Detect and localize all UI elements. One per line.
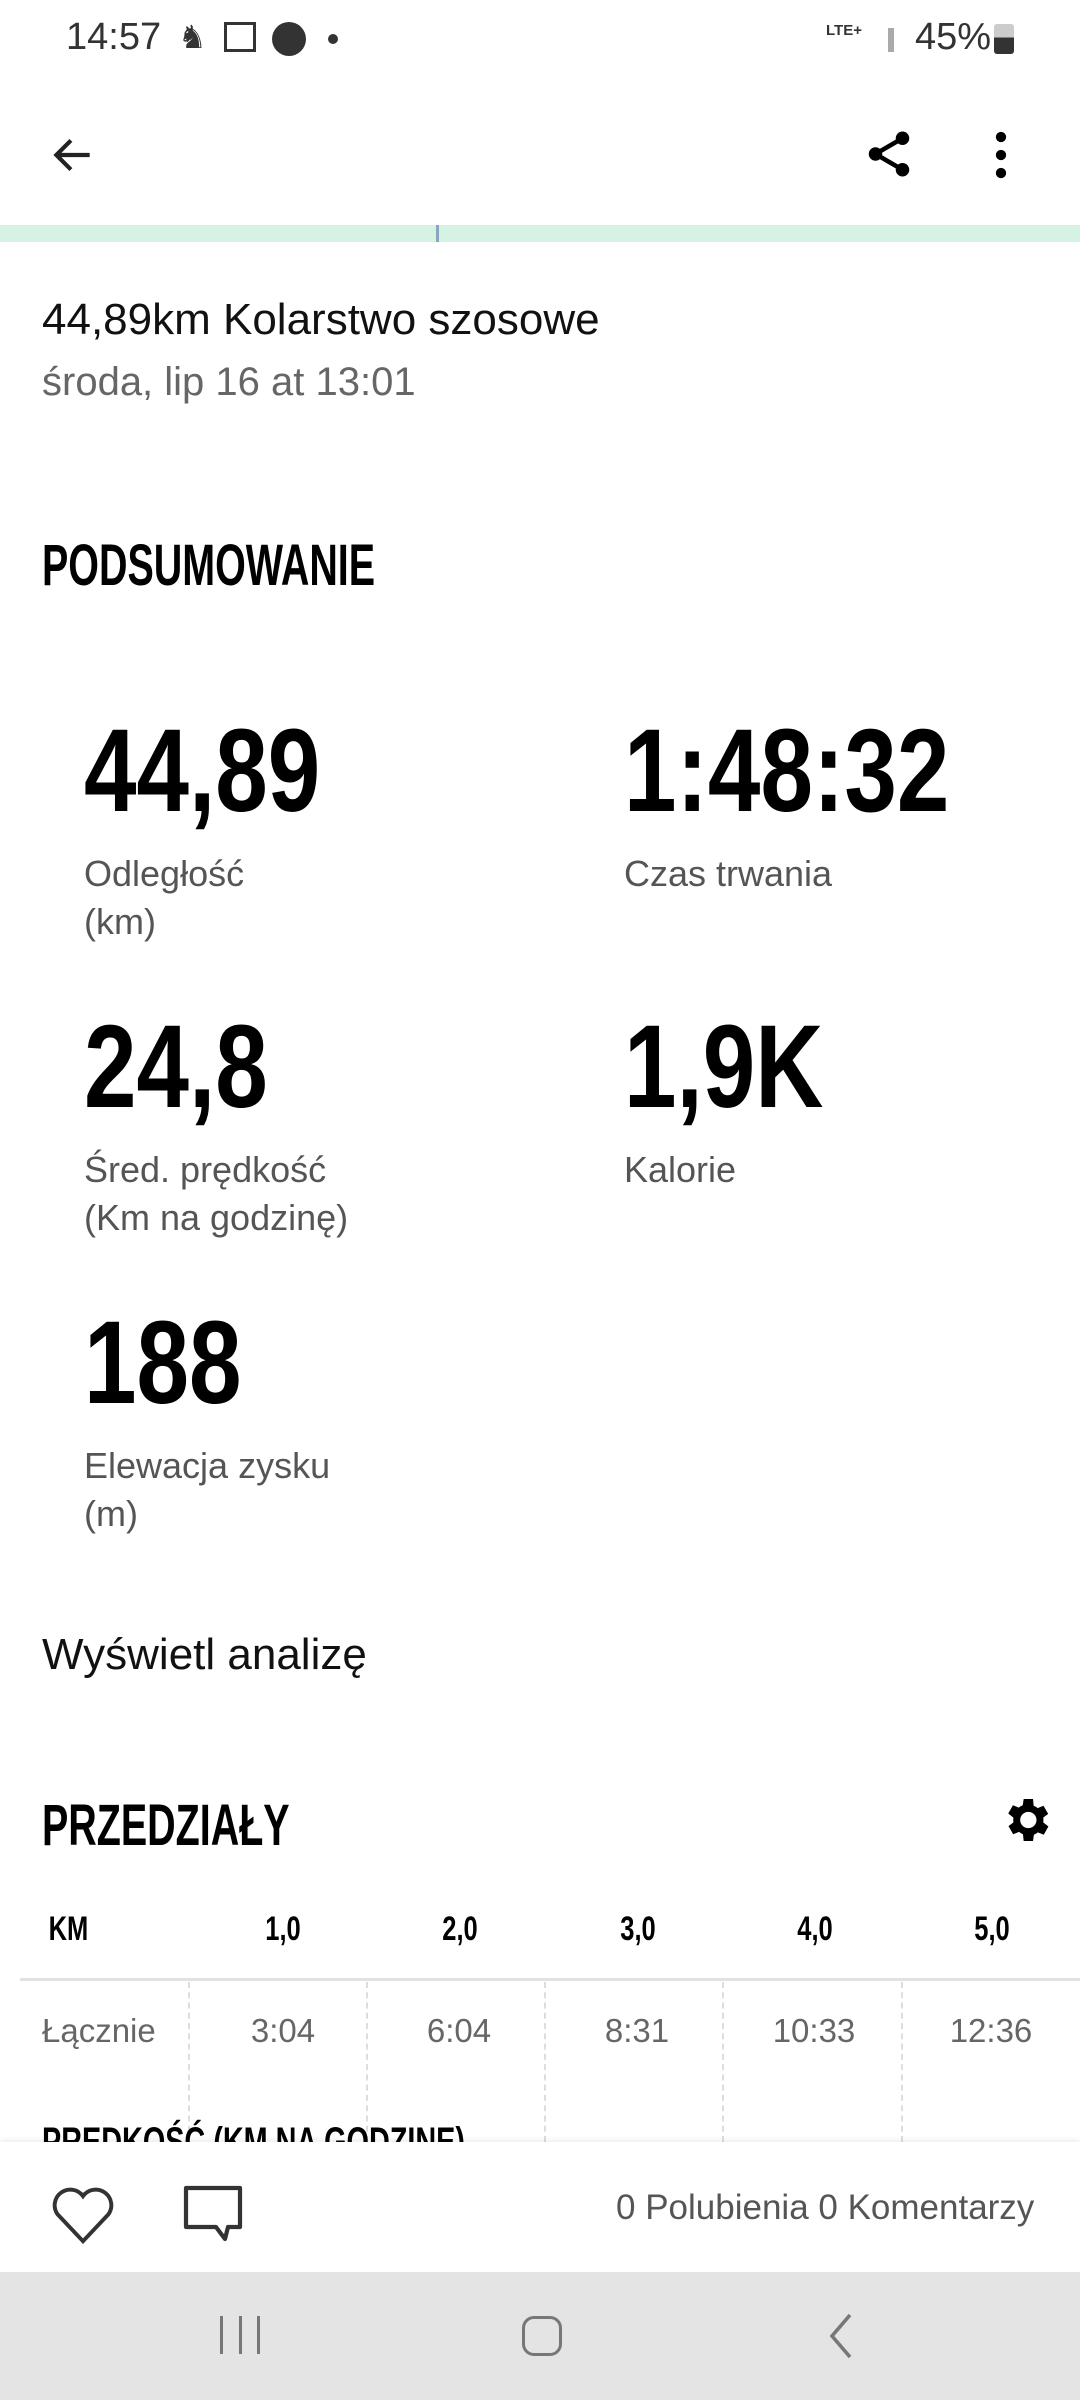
stat-label: Kalorie (624, 1149, 737, 1190)
column-header-km: KM (48, 1910, 89, 1948)
status-bar: 14:57 ♞ LTE+ 45% (0, 0, 1080, 80)
cell: 3:04 (250, 2012, 316, 2049)
stat-unit: (Km na godzinę) (84, 1197, 349, 1238)
stat-unit: (m) (84, 1493, 138, 1534)
battery-icon (994, 24, 1014, 54)
person-icon: ♞ (178, 19, 207, 55)
stat-value: 1,9K (624, 1001, 824, 1133)
messenger-icon (272, 22, 306, 56)
social-bar: 0 Polubienia 0 Komentarzy (0, 2142, 1080, 2272)
stat-calories: 1,9K Kalorie (624, 1008, 1024, 1194)
activity-date: środa, lip 16 at 13:01 (42, 360, 416, 404)
view-analysis-link[interactable]: Wyświetl analizę (42, 1630, 367, 1679)
system-nav-bar (0, 2272, 1080, 2400)
stat-value: 24,8 (84, 1001, 268, 1133)
calendar-icon (224, 22, 256, 52)
summary-heading: PODSUMOWANIE (42, 533, 376, 598)
recent-apps-icon[interactable] (220, 2316, 260, 2354)
comment-icon[interactable] (180, 2182, 246, 2248)
stat-duration: 1:48:32 Czas trwania (624, 712, 1031, 898)
stat-unit: (km) (84, 901, 156, 942)
stat-value: 44,89 (84, 705, 321, 837)
cell: 10:33 (772, 2012, 856, 2049)
activity-title: 44,89km Kolarstwo szosowe (42, 295, 600, 344)
stat-value: 188 (84, 1297, 242, 1429)
stat-distance: 44,89 Odległość (km) (84, 712, 484, 946)
signal-icon (872, 28, 894, 52)
cell: 6:04 (426, 2012, 492, 2049)
stat-label: Odległość (84, 853, 245, 894)
stat-label: Elewacja zysku (84, 1445, 331, 1486)
battery-level: 45% (915, 16, 992, 58)
gear-icon[interactable] (998, 1792, 1054, 1848)
column-header: 1,0 (265, 1910, 301, 1948)
column-header: 4,0 (797, 1910, 833, 1948)
column-header: 5,0 (974, 1910, 1010, 1948)
stat-avg-speed: 24,8 Śred. prędkość (Km na godzinę) (84, 1008, 484, 1242)
stat-label: Czas trwania (624, 853, 833, 894)
network-type: LTE+ (826, 22, 862, 39)
stat-elevation: 188 Elewacja zysku (m) (84, 1304, 484, 1538)
likes-comments-count[interactable]: 0 Polubienia 0 Komentarzy (616, 2188, 1035, 2227)
column-header: 2,0 (442, 1910, 478, 1948)
more-vert-icon[interactable] (986, 128, 1016, 182)
system-back-icon[interactable] (826, 2312, 856, 2360)
stat-value: 1:48:32 (624, 705, 950, 837)
clock: 14:57 (66, 16, 162, 58)
home-icon[interactable] (522, 2316, 562, 2356)
dot-icon (328, 34, 338, 44)
cell: 8:31 (604, 2012, 670, 2049)
back-arrow-icon[interactable] (48, 130, 98, 180)
table-divider (20, 1978, 1080, 1981)
intervals-heading: PRZEDZIAŁY (42, 1793, 290, 1858)
heart-icon[interactable] (48, 2182, 118, 2244)
row-label: Łącznie (42, 2012, 156, 2049)
cell: 12:36 (949, 2012, 1033, 2049)
toolbar (0, 80, 1080, 225)
stat-label: Śred. prędkość (84, 1149, 327, 1190)
share-icon[interactable] (862, 124, 916, 184)
map-preview[interactable] (0, 225, 1080, 242)
column-header: 3,0 (620, 1910, 656, 1948)
